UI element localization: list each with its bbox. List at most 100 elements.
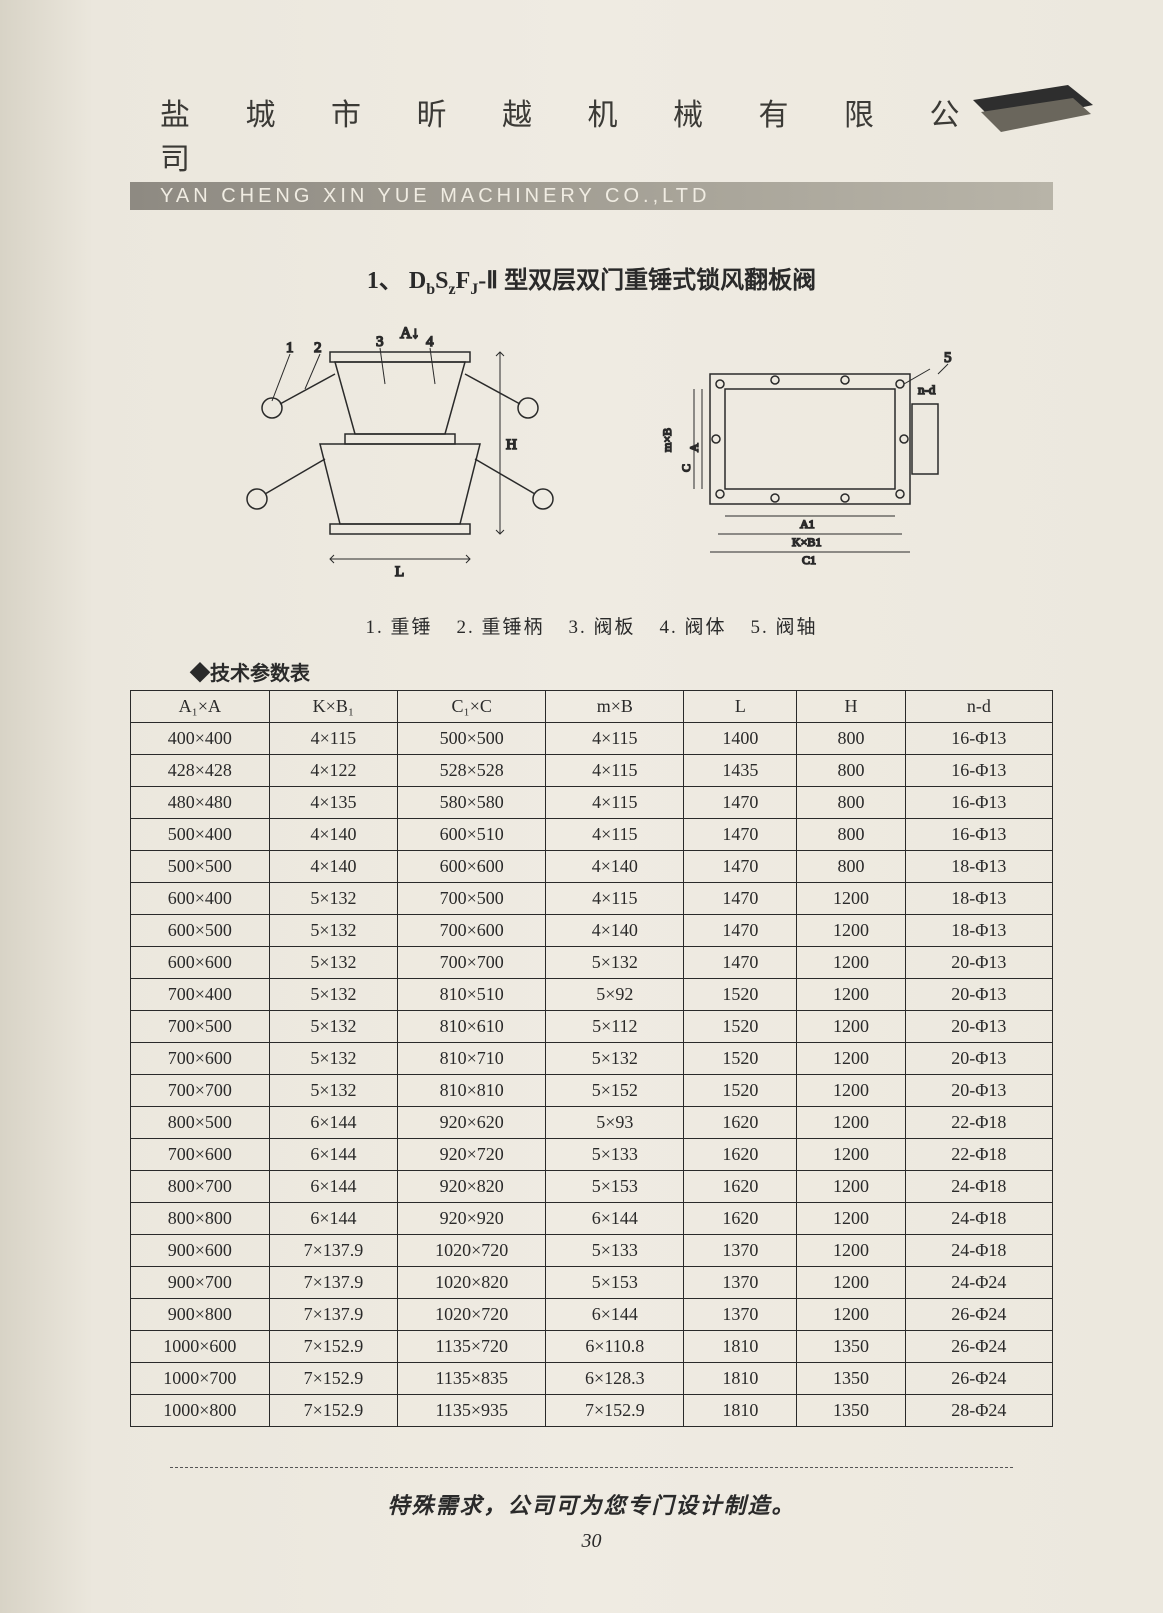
- legend-item: 4. 阀体: [660, 617, 727, 638]
- table-cell: 800×700: [131, 1170, 270, 1202]
- table-cell: 1470: [684, 946, 797, 978]
- table-cell: 1350: [797, 1330, 905, 1362]
- table-cell: 700×700: [131, 1074, 270, 1106]
- table-cell: 1135×835: [398, 1362, 546, 1394]
- table-cell: 600×510: [398, 818, 546, 850]
- table-cell: 26-Φ24: [905, 1330, 1052, 1362]
- spec-col-header: L: [684, 690, 797, 722]
- table-cell: 4×122: [269, 754, 397, 786]
- table-cell: 5×132: [546, 1042, 684, 1074]
- table-cell: 400×400: [131, 722, 270, 754]
- table-cell: 810×610: [398, 1010, 546, 1042]
- table-cell: 1470: [684, 850, 797, 882]
- table-cell: 4×140: [546, 914, 684, 946]
- table-cell: 1200: [797, 1234, 905, 1266]
- table-cell: 1200: [797, 1074, 905, 1106]
- table-cell: 22-Φ18: [905, 1106, 1052, 1138]
- dim-a: A: [687, 443, 701, 452]
- callout-1: 1: [286, 340, 294, 356]
- table-row: 700×6006×144920×7205×1331620120022-Φ18: [131, 1138, 1053, 1170]
- table-cell: 500×500: [131, 850, 270, 882]
- table-cell: 1620: [684, 1106, 797, 1138]
- table-row: 900×6007×137.91020×7205×1331370120024-Φ1…: [131, 1234, 1053, 1266]
- table-cell: 1370: [684, 1298, 797, 1330]
- title-model: DbSzFJ-Ⅱ: [409, 268, 498, 294]
- table-cell: 800: [797, 722, 905, 754]
- callout-3: 3: [376, 334, 384, 350]
- table-cell: 5×132: [269, 946, 397, 978]
- table-cell: 20-Φ13: [905, 978, 1052, 1010]
- table-cell: 810×810: [398, 1074, 546, 1106]
- table-row: 800×7006×144920×8205×1531620120024-Φ18: [131, 1170, 1053, 1202]
- spec-col-header: K×B₁: [269, 690, 397, 722]
- table-cell: 5×152: [546, 1074, 684, 1106]
- footer-text: 特殊需求，公司可为您专门设计制造。: [130, 1488, 1053, 1520]
- table-cell: 4×135: [269, 786, 397, 818]
- table-cell: 800×500: [131, 1106, 270, 1138]
- table-row: 1000×6007×152.91135×7206×110.81810135026…: [131, 1330, 1053, 1362]
- table-cell: 1470: [684, 786, 797, 818]
- table-cell: 20-Φ13: [905, 1010, 1052, 1042]
- table-cell: 600×600: [131, 946, 270, 978]
- table-cell: 1370: [684, 1266, 797, 1298]
- spec-header-row: A₁×AK×B₁C₁×Cm×BLHn-d: [131, 690, 1053, 722]
- diagram-top-view: 5 n-d m×B A C A1 K×B1 C1: [680, 344, 960, 564]
- table-row: 480×4804×135580×5804×115147080016-Φ13: [131, 786, 1053, 818]
- logo-icon: [973, 80, 1093, 140]
- table-row: 700×5005×132810×6105×1121520120020-Φ13: [131, 1010, 1053, 1042]
- table-cell: 700×400: [131, 978, 270, 1010]
- table-row: 600×5005×132700×6004×1401470120018-Φ13: [131, 914, 1053, 946]
- table-cell: 1370: [684, 1234, 797, 1266]
- table-cell: 1520: [684, 1010, 797, 1042]
- table-cell: 900×600: [131, 1234, 270, 1266]
- table-cell: 1200: [797, 1138, 905, 1170]
- table-cell: 920×620: [398, 1106, 546, 1138]
- table-cell: 4×140: [269, 818, 397, 850]
- table-cell: 1200: [797, 1298, 905, 1330]
- table-cell: 428×428: [131, 754, 270, 786]
- header: 盐 城 市 昕 越 机 械 有 限 公 司 YAN CHENG XIN YUE …: [130, 90, 1053, 210]
- table-cell: 920×920: [398, 1202, 546, 1234]
- table-cell: 900×700: [131, 1266, 270, 1298]
- table-cell: 1200: [797, 882, 905, 914]
- table-cell: 1400: [684, 722, 797, 754]
- table-cell: 1470: [684, 882, 797, 914]
- dim-c: C: [679, 464, 693, 472]
- title-prefix: 1、: [367, 268, 403, 294]
- table-cell: 1020×720: [398, 1234, 546, 1266]
- table-cell: 4×115: [546, 818, 684, 850]
- page-title: 1、 DbSzFJ-Ⅱ 型双层双门重锤式锁风翻板阀: [130, 260, 1053, 299]
- table-cell: 1470: [684, 818, 797, 850]
- table-cell: 20-Φ13: [905, 1074, 1052, 1106]
- table-cell: 480×480: [131, 786, 270, 818]
- legend-item: 1. 重锤: [365, 617, 432, 638]
- table-row: 500×4004×140600×5104×115147080016-Φ13: [131, 818, 1053, 850]
- table-cell: 580×580: [398, 786, 546, 818]
- table-cell: 1435: [684, 754, 797, 786]
- table-cell: 1810: [684, 1394, 797, 1426]
- table-cell: 16-Φ13: [905, 818, 1052, 850]
- table-cell: 7×137.9: [269, 1234, 397, 1266]
- table-cell: 1000×800: [131, 1394, 270, 1426]
- title-suffix: 型双层双门重锤式锁风翻板阀: [504, 268, 816, 294]
- table-cell: 1470: [684, 914, 797, 946]
- table-row: 600×4005×132700×5004×1151470120018-Φ13: [131, 882, 1053, 914]
- table-cell: 6×144: [546, 1298, 684, 1330]
- table-cell: 5×153: [546, 1170, 684, 1202]
- table-row: 900×8007×137.91020×7206×1441370120026-Φ2…: [131, 1298, 1053, 1330]
- table-cell: 1020×820: [398, 1266, 546, 1298]
- table-cell: 26-Φ24: [905, 1362, 1052, 1394]
- table-cell: 700×700: [398, 946, 546, 978]
- table-row: 1000×7007×152.91135×8356×128.31810135026…: [131, 1362, 1053, 1394]
- table-cell: 20-Φ13: [905, 1042, 1052, 1074]
- table-cell: 700×600: [398, 914, 546, 946]
- header-bar: YAN CHENG XIN YUE MACHINERY CO.,LTD: [130, 182, 1053, 210]
- table-cell: 810×710: [398, 1042, 546, 1074]
- table-cell: 5×132: [269, 1074, 397, 1106]
- table-cell: 500×500: [398, 722, 546, 754]
- table-cell: 5×153: [546, 1266, 684, 1298]
- table-cell: 26-Φ24: [905, 1298, 1052, 1330]
- table-cell: 1000×700: [131, 1362, 270, 1394]
- table-cell: 1200: [797, 1106, 905, 1138]
- dim-c1: C1: [802, 553, 816, 567]
